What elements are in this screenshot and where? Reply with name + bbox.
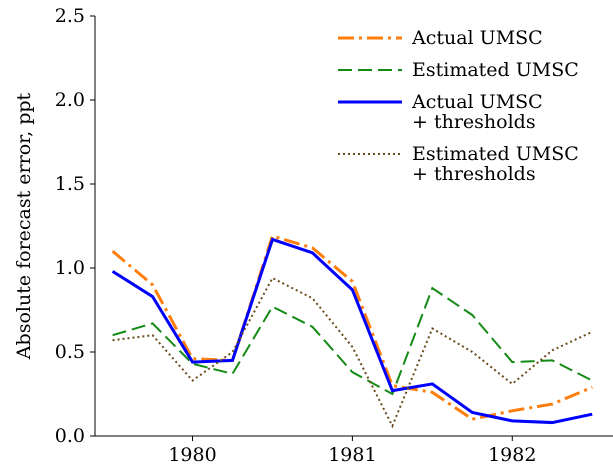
y-tick-label: 2.0 — [55, 89, 85, 111]
series-line — [111, 234, 593, 421]
x-tick-label: 1982 — [488, 444, 536, 466]
x-tick-label: 1980 — [168, 444, 216, 466]
legend-label: Actual UMSC + thresholds — [411, 91, 543, 133]
series-line — [112, 286, 593, 396]
series-line — [112, 276, 593, 429]
y-tick-label: 0.0 — [55, 425, 85, 447]
x-tick-label: 1981 — [328, 444, 376, 466]
y-tick-label: 1.5 — [55, 173, 85, 195]
y-tick-label: 0.5 — [55, 341, 85, 363]
legend-label: Actual UMSC — [411, 27, 543, 49]
y-axis-label: Absolute forecast error, ppt — [13, 92, 35, 360]
legend-label: Estimated UMSC + thresholds — [412, 143, 579, 185]
legend-label: Estimated UMSC — [412, 59, 579, 81]
y-tick-label: 2.5 — [55, 5, 85, 27]
series-line — [111, 237, 593, 425]
y-tick-label: 1.0 — [55, 257, 85, 279]
